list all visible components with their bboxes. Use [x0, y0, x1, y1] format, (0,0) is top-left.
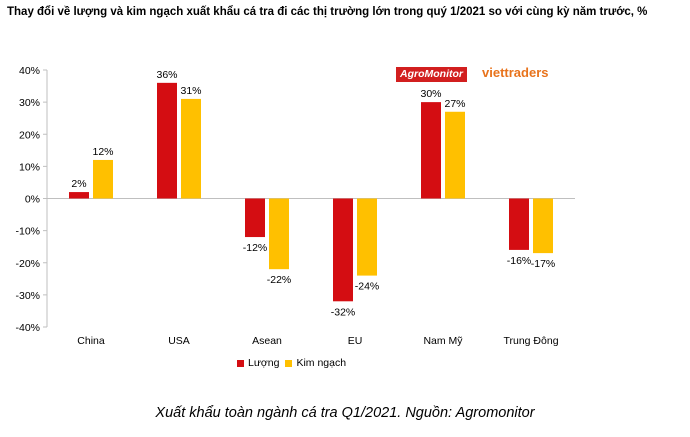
- data-label: -17%: [531, 258, 556, 270]
- legend-item-kimngach: Kim ngạch: [285, 357, 346, 369]
- y-tick-label: -30%: [15, 290, 40, 302]
- bar-kimngach: [269, 198, 289, 270]
- data-label: 36%: [156, 69, 177, 81]
- bar-luong: [69, 192, 89, 199]
- data-label: 31%: [180, 85, 201, 97]
- agromonitor-logo: AgroMonitor: [396, 67, 467, 82]
- legend-item-luong: Lượng: [237, 357, 279, 369]
- data-label: 2%: [71, 178, 86, 190]
- y-tick-label: 0%: [25, 194, 40, 206]
- x-tick-label: Nam Mỹ: [423, 335, 463, 347]
- data-label: -12%: [243, 242, 268, 254]
- bar-luong: [333, 198, 353, 302]
- x-tick-label: Asean: [252, 335, 282, 347]
- data-label: -32%: [331, 306, 356, 318]
- bar-kimngach: [533, 198, 553, 254]
- y-tick-label: 30%: [19, 97, 40, 109]
- data-label: -22%: [267, 274, 292, 286]
- data-label: -24%: [355, 281, 380, 293]
- y-tick-label: 20%: [19, 129, 40, 141]
- y-tick-label: -10%: [15, 226, 40, 238]
- data-label: 27%: [444, 98, 465, 110]
- bar-kimngach: [445, 111, 465, 199]
- legend-label-kimngach: Kim ngạch: [296, 357, 347, 369]
- bar-kimngach: [93, 159, 113, 199]
- y-tick-label: 10%: [19, 161, 40, 173]
- figure-caption: Xuất khẩu toàn ngành cá tra Q1/2021. Ngu…: [155, 405, 535, 421]
- bar-luong: [421, 102, 441, 199]
- x-tick-label: China: [77, 335, 105, 347]
- bar-luong: [509, 198, 529, 250]
- legend-swatch-luong: [237, 359, 244, 367]
- legend-swatch-kimngach: [285, 359, 293, 367]
- x-tick-label: USA: [168, 335, 190, 347]
- bar-chart: 40% 30% 20% 10% 0% -10% -20% -30% -40% 2% 12% China…: [15, 65, 575, 347]
- y-tick-label: -20%: [15, 258, 40, 270]
- x-tick-label: EU: [348, 335, 363, 347]
- bar-luong: [245, 198, 265, 238]
- bar-luong: [157, 82, 177, 199]
- viettraders-logo: viettraders: [482, 65, 549, 80]
- data-label: -16%: [507, 255, 532, 267]
- bar-kimngach: [181, 98, 201, 199]
- chart-legend: Lượng Kim ngạch: [237, 357, 352, 369]
- y-tick-label: 40%: [19, 65, 40, 77]
- data-label: 12%: [92, 146, 113, 158]
- x-tick-label: Trung Đông: [503, 335, 558, 347]
- data-label: 30%: [420, 88, 441, 100]
- bar-kimngach: [357, 198, 377, 276]
- y-tick-label: -40%: [15, 322, 40, 334]
- legend-label-luong: Lượng: [248, 357, 280, 369]
- chart-title: Thay đổi về lượng và kim ngạch xuất khẩu…: [7, 6, 648, 18]
